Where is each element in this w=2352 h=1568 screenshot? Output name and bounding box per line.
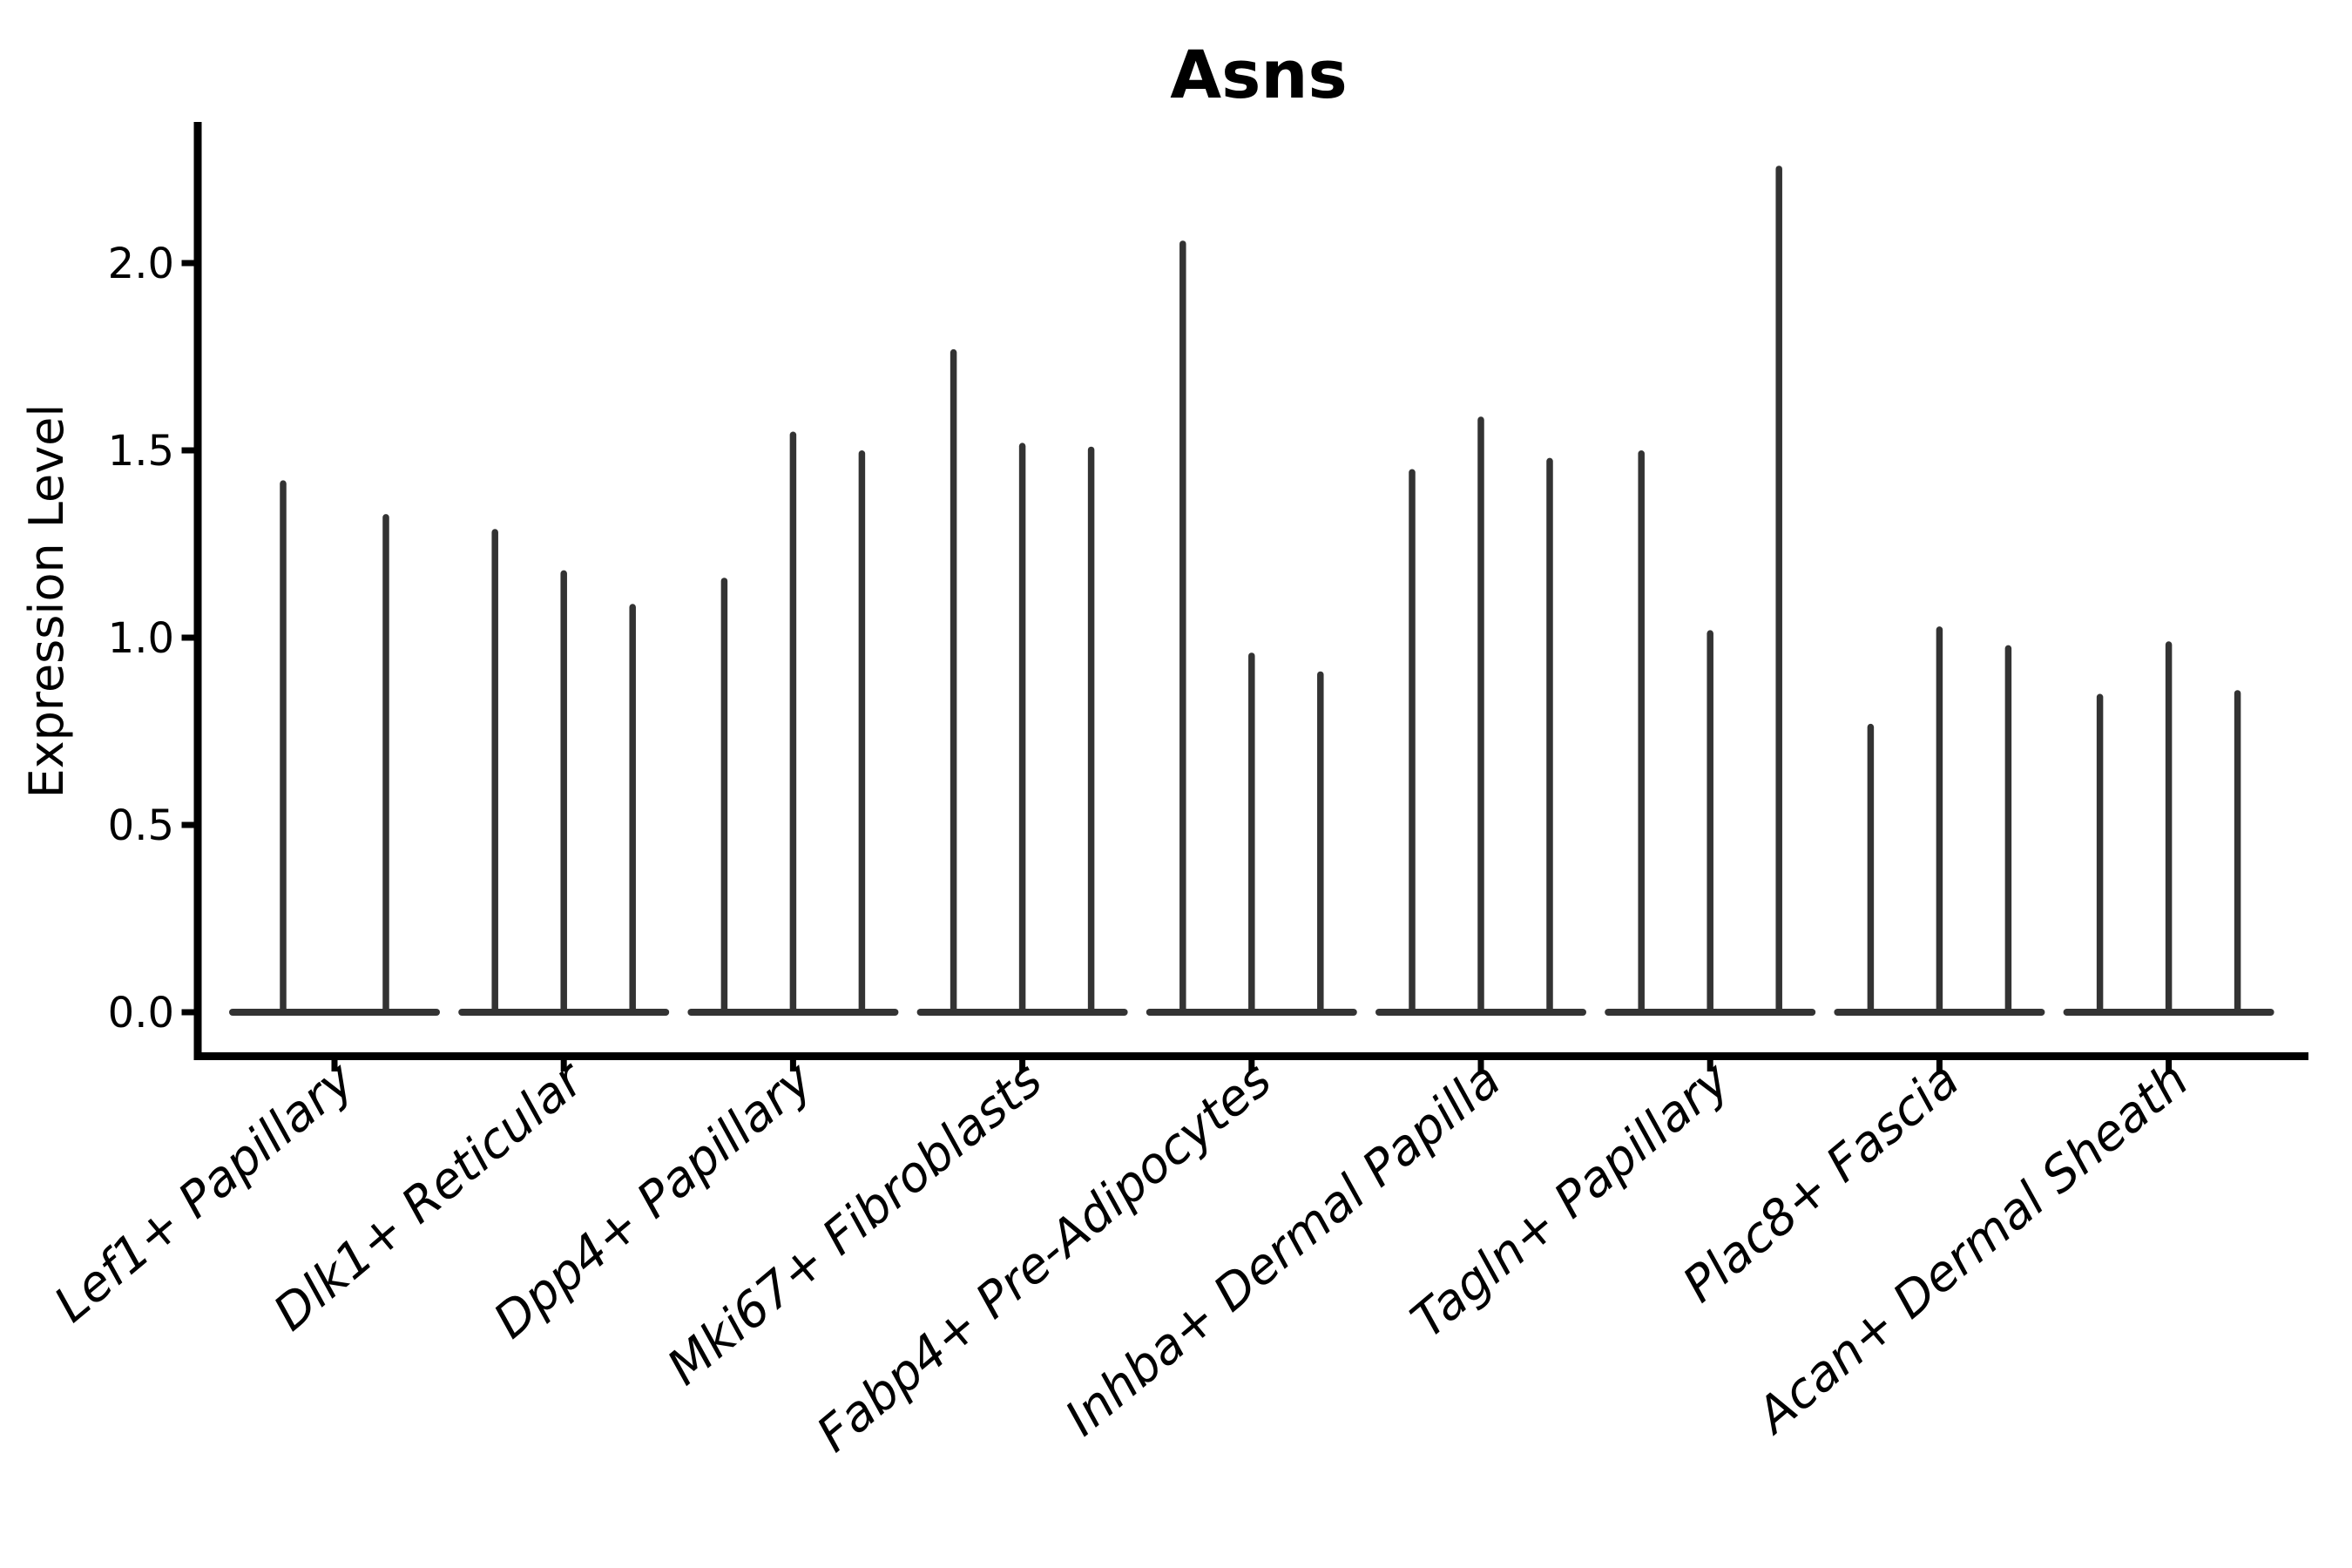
violin-spike [560, 570, 567, 1012]
violin-spike [2004, 645, 2012, 1012]
y-tick-label: 1.0 [108, 614, 174, 663]
violin-group [1375, 416, 1586, 1016]
violin-spike [491, 529, 498, 1012]
violin-spike [950, 348, 957, 1012]
violin-spike [2165, 641, 2173, 1012]
violin-spike [2096, 693, 2104, 1012]
violin-group [1605, 166, 1816, 1016]
violin-group [687, 431, 899, 1016]
violin-spike [1707, 630, 1713, 1012]
violin-group [2063, 641, 2274, 1016]
violin-spike [382, 514, 389, 1012]
violin-group [458, 529, 670, 1016]
violin-spike [1179, 240, 1186, 1012]
y-tick-label: 2.0 [108, 240, 174, 288]
violin-group [1834, 626, 2045, 1016]
violin-spike [720, 578, 728, 1012]
violin-spike [858, 450, 866, 1012]
violin-spike [1867, 723, 1875, 1012]
violin-spike [789, 431, 797, 1012]
y-tick-label: 0.0 [108, 989, 174, 1037]
violin-group [229, 480, 440, 1016]
violin-spike [1936, 626, 1943, 1012]
violin-spike [280, 480, 287, 1012]
violin-spike [1477, 416, 1484, 1012]
violin-spike [1248, 652, 1255, 1012]
x-category-label: Fabp4+ Pre-Adipocytes [807, 1051, 1282, 1463]
axis-spines [193, 122, 2308, 1060]
violin-spike [1546, 457, 1553, 1012]
violin-series [229, 166, 2274, 1016]
violin-spike [1317, 671, 1324, 1012]
chart-title: Asns [1170, 36, 1347, 113]
violin-spike [2234, 690, 2241, 1012]
violin-spike [1409, 469, 1416, 1012]
violin-spike [1087, 446, 1095, 1012]
violin-spike [1638, 450, 1645, 1012]
y-tick-label: 1.5 [108, 427, 174, 476]
y-axis-label: Expression Level [19, 404, 74, 799]
x-category-label: Inhba+ Dermal Papilla [1055, 1051, 1511, 1447]
y-axis: 0.0 0.5 1.0 1.5 2.0 [108, 240, 194, 1037]
violin-spike [629, 604, 636, 1012]
violin-group [916, 348, 1128, 1016]
y-tick-label: 0.5 [108, 801, 174, 850]
x-category-label: Mki67+ Fibroblasts [657, 1051, 1052, 1396]
violin-group [1146, 240, 1357, 1016]
x-category-label: Acan+ Dermal Sheath [1745, 1051, 2200, 1446]
violin-base [229, 1009, 440, 1016]
violin-spike [1775, 166, 1782, 1012]
violin-spike [1018, 443, 1026, 1012]
